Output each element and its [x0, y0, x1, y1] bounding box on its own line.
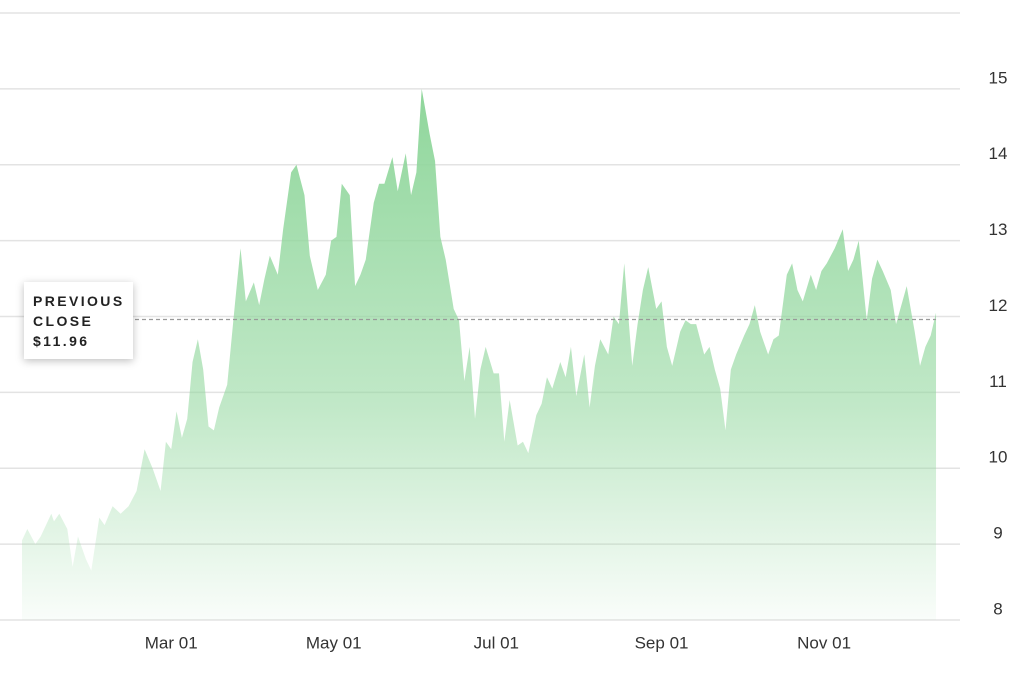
y-tick-label: 14 — [989, 144, 1008, 163]
y-tick-label: 11 — [989, 372, 1007, 391]
y-tick-label: 10 — [989, 448, 1008, 467]
x-tick-label: Nov 01 — [797, 633, 851, 652]
previous-close-label: PREVIOUS CLOSE — [33, 293, 125, 329]
y-tick-label: 12 — [989, 296, 1008, 315]
y-tick-label: 8 — [993, 599, 1002, 618]
y-tick-label: 15 — [989, 68, 1008, 87]
y-tick-label: 13 — [989, 220, 1008, 239]
x-tick-label: May 01 — [306, 633, 362, 652]
previous-close-value: $11.96 — [33, 333, 90, 349]
x-tick-label: Mar 01 — [145, 633, 198, 652]
price-area — [22, 88, 937, 620]
previous-close-box: PREVIOUS CLOSE $11.96 — [24, 282, 133, 359]
y-tick-label: 9 — [993, 524, 1002, 543]
x-tick-label: Jul 01 — [474, 633, 519, 652]
x-tick-label: Sep 01 — [635, 633, 689, 652]
